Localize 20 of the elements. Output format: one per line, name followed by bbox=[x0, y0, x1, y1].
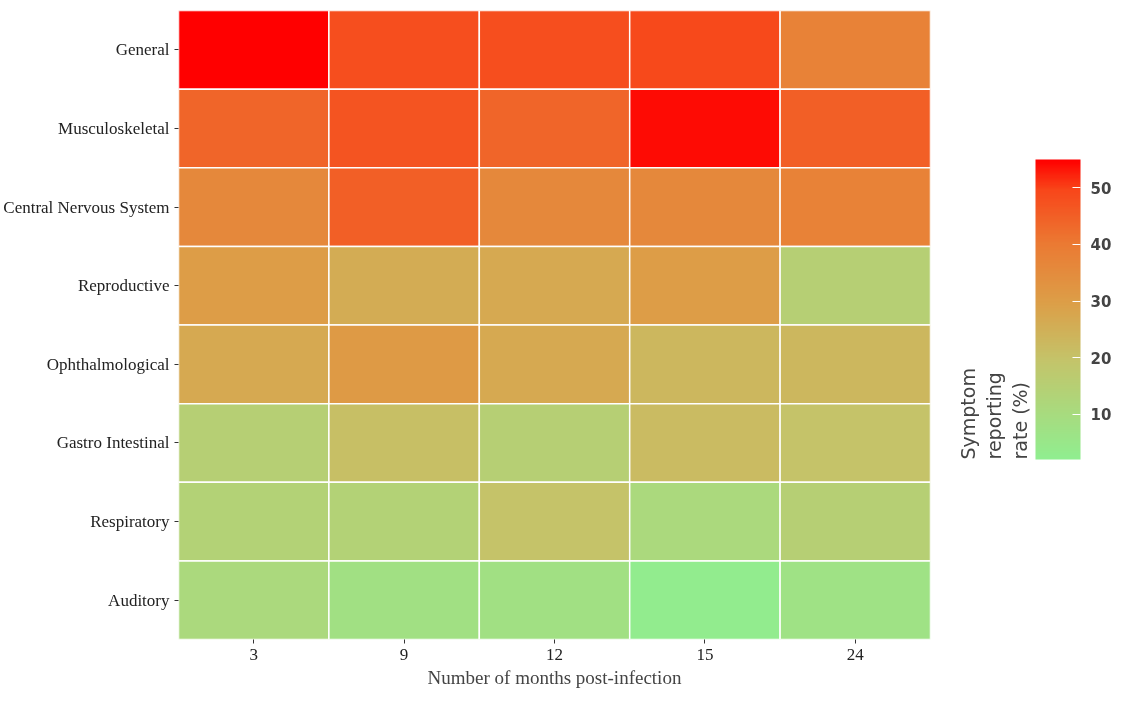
color-bar-label: 20 bbox=[1090, 349, 1112, 368]
x-tick-label: 24 bbox=[846, 644, 865, 664]
x-tick-label: 12 bbox=[546, 644, 563, 664]
x-tick-label: 9 bbox=[399, 644, 409, 664]
y-tick-label: Respiratory bbox=[90, 512, 170, 532]
color-bar-label: 10 bbox=[1090, 406, 1112, 425]
color-bar-label: 30 bbox=[1090, 293, 1112, 312]
y-tick-label: General bbox=[115, 40, 170, 60]
color-bar-label: 50 bbox=[1090, 179, 1112, 198]
x-axis-title: Number of months post-infection bbox=[427, 666, 682, 688]
x-tick-label: 15 bbox=[696, 644, 714, 664]
y-tick-label: Musculoskeletal bbox=[58, 118, 170, 138]
y-tick-label: Reproductive bbox=[77, 276, 170, 296]
color-bar-title: Symptom reporting rate (%) bbox=[956, 368, 1032, 460]
x-tick-label: 3 bbox=[249, 644, 258, 664]
y-tick-label: Ophthalmological bbox=[46, 354, 170, 374]
color-bar-label: 40 bbox=[1090, 236, 1112, 255]
y-tick-label: Gastro Intestinal bbox=[56, 433, 170, 453]
y-tick-label: Auditory bbox=[108, 590, 170, 610]
y-tick-label: Central Nervous System bbox=[3, 197, 170, 217]
